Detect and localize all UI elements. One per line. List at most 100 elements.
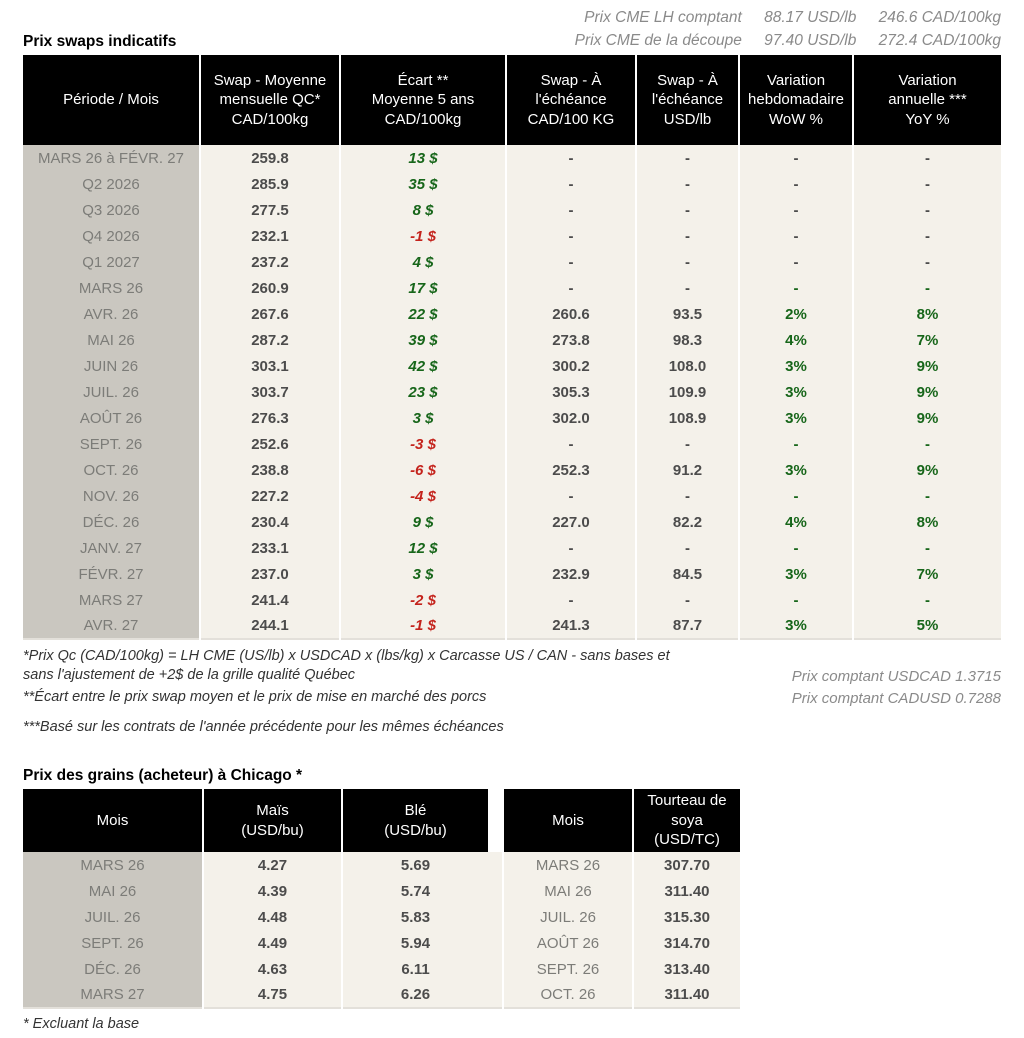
cell-maturity-cad: 305.3 [505, 379, 636, 405]
cell-wow: - [738, 587, 853, 613]
swaps-table-body: MARS 26 à FÉVR. 27 259.8 13 $ - - - - Q2 2026 28… [23, 145, 1001, 639]
cell-maturity-cad: 302.0 [505, 405, 636, 431]
cell-wow: - [738, 223, 853, 249]
cell-spacer [488, 904, 503, 930]
cell-maturity-usd: 109.9 [635, 379, 739, 405]
table-row: MARS 27 4.75 6.26 OCT. 26 311.40 [23, 982, 740, 1008]
cell-maturity-usd: 82.2 [635, 509, 739, 535]
cell-wow: 4% [738, 327, 853, 353]
swaps-section-title: Prix swaps indicatifs [23, 33, 177, 50]
column-header: Mois [23, 789, 203, 852]
swaps-header-row: Période / Mois Swap - Moyenne mensuelle Q… [23, 55, 1001, 145]
table-row: OCT. 26 238.8 -6 $252.3 91.2 3% 9% [23, 457, 1001, 483]
cell-swap-avg: 276.3 [199, 405, 340, 431]
cell-wow: - [738, 249, 853, 275]
cell-swap-avg: 232.1 [199, 223, 340, 249]
cell-maturity-cad: - [505, 145, 636, 171]
table-row: DÉC. 26 4.63 6.11 SEPT. 26 313.40 [23, 956, 740, 982]
cell-corn-price: 4.48 [202, 904, 342, 930]
cell-ecart: 23 $ [339, 379, 506, 405]
cell-swap-avg: 260.9 [199, 275, 340, 301]
table-row: JUIN 26 303.1 42 $300.2 108.0 3% 9% [23, 353, 1001, 379]
cell-maturity-cad: - [505, 171, 636, 197]
cell-wow: 2% [738, 301, 853, 327]
cell-wow: 3% [738, 405, 853, 431]
cell-month-soy: MAI 26 [502, 878, 633, 904]
cme-lh-label: Prix CME LH comptant [584, 9, 742, 26]
cell-maturity-usd: - [635, 431, 739, 457]
cell-yoy: - [852, 483, 1001, 509]
cell-maturity-usd: - [635, 587, 739, 613]
column-header: Maïs (USD/bu) [202, 789, 342, 852]
cell-wow: - [738, 535, 853, 561]
cell-yoy: - [852, 223, 1001, 249]
cell-maturity-usd: - [635, 197, 739, 223]
cell-swap-avg: 303.7 [199, 379, 340, 405]
cell-swap-avg: 259.8 [199, 145, 340, 171]
cell-period: Q2 2026 [23, 171, 200, 197]
cadusd-spot-rate: Prix comptant CADUSD 0.7288 [791, 690, 1001, 707]
cell-period: MARS 26 à FÉVR. 27 [23, 145, 200, 171]
cell-soymeal-price: 313.40 [632, 956, 740, 982]
cell-wheat-price: 5.83 [341, 904, 488, 930]
cell-yoy: - [852, 431, 1001, 457]
cell-period: Q4 2026 [23, 223, 200, 249]
table-row: MARS 26 260.9 17 $ - - - - [23, 275, 1001, 301]
cell-month-soy: OCT. 26 [502, 982, 633, 1008]
cell-ecart: -4 $ [339, 483, 506, 509]
cell-spacer [488, 852, 503, 878]
table-row: Q2 2026 285.9 35 $ - - - - [23, 171, 1001, 197]
cell-swap-avg: 285.9 [199, 171, 340, 197]
cell-yoy: 8% [852, 301, 1001, 327]
cell-month-soy: JUIL. 26 [502, 904, 633, 930]
column-header: Swap - À l'échéance CAD/100 KG [505, 55, 636, 145]
cell-ecart: 8 $ [339, 197, 506, 223]
table-row: JANV. 27 233.1 12 $ - - - - [23, 535, 1001, 561]
cell-maturity-usd: 91.2 [635, 457, 739, 483]
cell-period: AVR. 26 [23, 301, 200, 327]
cell-maturity-usd: - [635, 223, 739, 249]
cell-wheat-price: 5.74 [341, 878, 488, 904]
cell-maturity-usd: - [635, 145, 739, 171]
cme-cutout-cad: 272.4 CAD/100kg [878, 32, 1001, 49]
cell-maturity-usd: 93.5 [635, 301, 739, 327]
cell-swap-avg: 303.1 [199, 353, 340, 379]
cell-soymeal-price: 315.30 [632, 904, 740, 930]
cme-cutout-spot-line: Prix CME de la découpe 97.40 USD/lb 272.… [557, 31, 1001, 51]
grains-table-body: MARS 26 4.27 5.69 MARS 26 307.70 MAI 26 4.39 5.… [23, 852, 740, 1008]
cell-maturity-usd: - [635, 249, 739, 275]
cell-maturity-usd: - [635, 275, 739, 301]
column-header: Blé (USD/bu) [341, 789, 488, 852]
cell-soymeal-price: 314.70 [632, 930, 740, 956]
cell-wow: - [738, 145, 853, 171]
cell-maturity-cad: - [505, 483, 636, 509]
table-row: AVR. 27 244.1 -1 $241.3 87.7 3% 5% [23, 613, 1001, 639]
cell-swap-avg: 277.5 [199, 197, 340, 223]
column-header: Écart ** Moyenne 5 ans CAD/100kg [339, 55, 506, 145]
cell-yoy: 9% [852, 379, 1001, 405]
cell-maturity-cad: 273.8 [505, 327, 636, 353]
cell-month-corn: MAI 26 [23, 878, 203, 904]
column-header: Période / Mois [23, 55, 200, 145]
footnote-ecart-definition: **Écart entre le prix swap moyen et le p… [23, 689, 487, 705]
cell-yoy: - [852, 275, 1001, 301]
cell-wheat-price: 6.11 [341, 956, 488, 982]
cell-month-corn: MARS 26 [23, 852, 203, 878]
table-row: NOV. 26 227.2 -4 $ - - - - [23, 483, 1001, 509]
cme-cutout-label: Prix CME de la découpe [574, 32, 742, 49]
cell-spacer [488, 878, 503, 904]
cell-maturity-usd: 108.9 [635, 405, 739, 431]
cell-yoy: - [852, 171, 1001, 197]
cell-maturity-cad: - [505, 197, 636, 223]
cell-period: DÉC. 26 [23, 509, 200, 535]
cell-spacer [488, 956, 503, 982]
cell-yoy: - [852, 587, 1001, 613]
cell-ecart: 3 $ [339, 561, 506, 587]
cell-swap-avg: 267.6 [199, 301, 340, 327]
cell-period: MARS 27 [23, 587, 200, 613]
cme-lh-spot-line: Prix CME LH comptant 88.17 USD/lb 246.6 … [23, 8, 1001, 28]
cell-wheat-price: 5.94 [341, 930, 488, 956]
table-row: FÉVR. 27 237.0 3 $232.9 84.5 3% 7% [23, 561, 1001, 587]
table-row: MARS 26 4.27 5.69 MARS 26 307.70 [23, 852, 740, 878]
table-row: DÉC. 26 230.4 9 $227.0 82.2 4% 8% [23, 509, 1001, 535]
